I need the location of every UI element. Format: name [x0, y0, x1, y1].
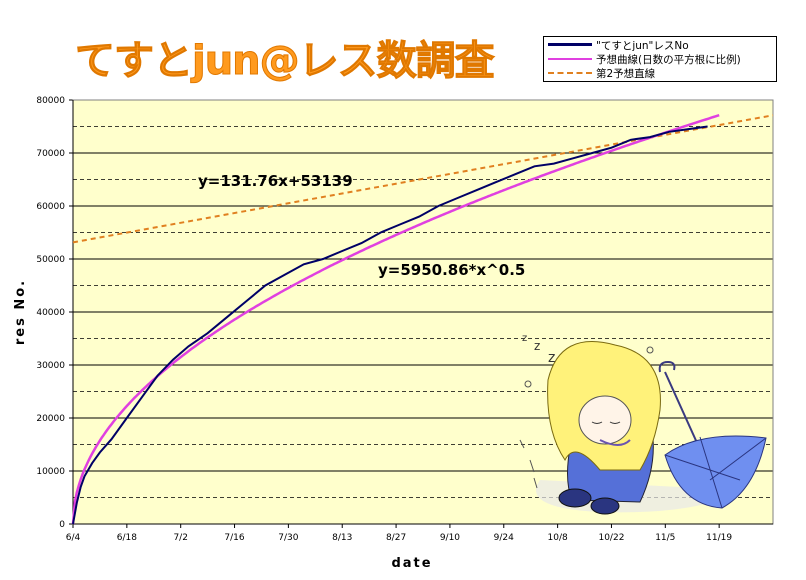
x-tick-label: 10/8: [548, 533, 568, 543]
y-tick-labels: 0 10000 20000 30000 40000 50000 60000 70000 8000…: [36, 96, 73, 530]
x-tick-label: 7/16: [224, 533, 244, 543]
y-tick-label: 40000: [36, 308, 65, 318]
legend-swatch-curve: [548, 58, 592, 60]
x-tick-label: 10/22: [598, 533, 624, 543]
x-tick-label: 8/27: [386, 533, 406, 543]
x-tick-labels: 6/4 6/18 7/2 7/16 7/30 8/13 8/27 9/10 9/24 10/8 10…: [66, 524, 732, 543]
sleeping-girl-illustration: z z z: [519, 333, 767, 515]
y-tick-label: 50000: [36, 255, 65, 265]
series-linear-forecast: [72, 114, 774, 244]
x-tick-label: 9/10: [440, 533, 460, 543]
svg-text:z: z: [548, 350, 555, 366]
y-tick-label: 10000: [36, 467, 65, 477]
legend-swatch-actual: [548, 43, 592, 46]
legend-item-curve: 予想曲線(日数の平方根に比例): [544, 52, 776, 66]
x-tick-label: 11/5: [655, 533, 675, 543]
y-tick-label: 70000: [36, 149, 65, 159]
legend-label-actual: "てすとjun"レスNo: [596, 40, 689, 52]
x-tick-label: 6/4: [66, 533, 81, 543]
legend-item-line: 第2予想直線: [544, 66, 776, 80]
y-axis-label: res No.: [13, 279, 28, 345]
series-actual: [72, 125, 708, 525]
svg-text:z: z: [522, 333, 527, 344]
x-tick-label: 11/19: [706, 533, 732, 543]
x-tick-label: 6/18: [117, 533, 137, 543]
x-tick-label: 7/2: [173, 533, 187, 543]
x-tick-label: 7/30: [278, 533, 298, 543]
y-tick-label: 30000: [36, 361, 65, 371]
x-tick-label: 9/24: [494, 533, 514, 543]
svg-text:z: z: [534, 339, 540, 353]
sqrt-equation-label: y=5950.86*x^0.5: [378, 261, 525, 279]
legend: "てすとjun"レスNo 予想曲線(日数の平方根に比例) 第2予想直線: [543, 36, 777, 82]
series-sqrt-forecast: [71, 114, 720, 525]
y-tick-label: 0: [59, 520, 65, 530]
y-tick-label: 20000: [36, 414, 65, 424]
chart-title: てすとjun@レス数調査: [75, 38, 496, 85]
series-layer: [71, 114, 774, 525]
x-tick-label: 8/13: [332, 533, 352, 543]
gridlines: [73, 126, 773, 498]
legend-label-curve: 予想曲線(日数の平方根に比例): [596, 54, 741, 66]
legend-label-line: 第2予想直線: [596, 68, 656, 80]
x-axis-label: date: [391, 556, 432, 571]
y-tick-label: 60000: [36, 202, 65, 212]
y-tick-label: 80000: [36, 96, 65, 106]
legend-item-actual: "てすとjun"レスNo: [544, 38, 776, 52]
legend-swatch-line: [548, 72, 592, 74]
linear-equation-label: y=131.76x+53139: [198, 172, 353, 190]
